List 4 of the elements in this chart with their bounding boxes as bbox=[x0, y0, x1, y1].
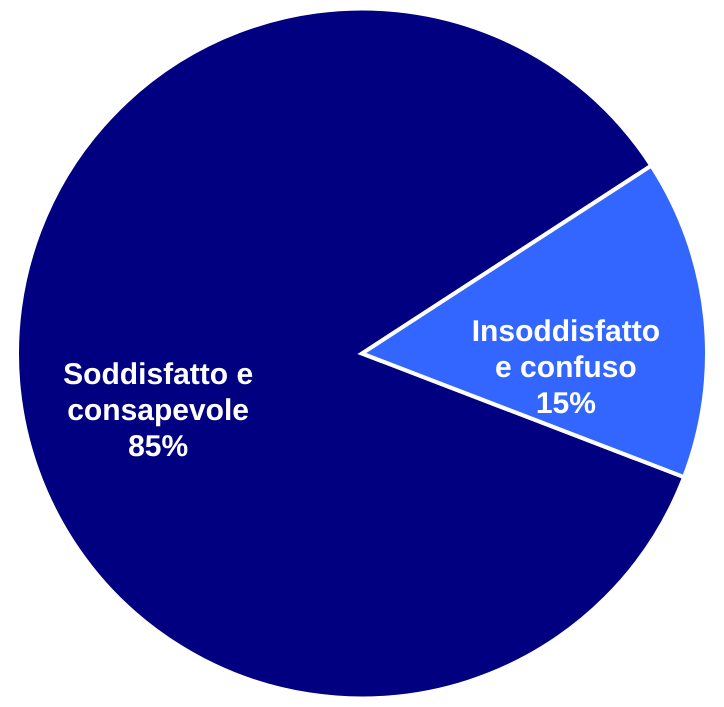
data-label: 15% bbox=[536, 387, 596, 420]
slice-label: Insoddisfatto e confuso bbox=[472, 315, 660, 384]
slice-label: Soddisfatto e consapevole bbox=[63, 358, 254, 427]
data-label: 85% bbox=[128, 430, 188, 463]
